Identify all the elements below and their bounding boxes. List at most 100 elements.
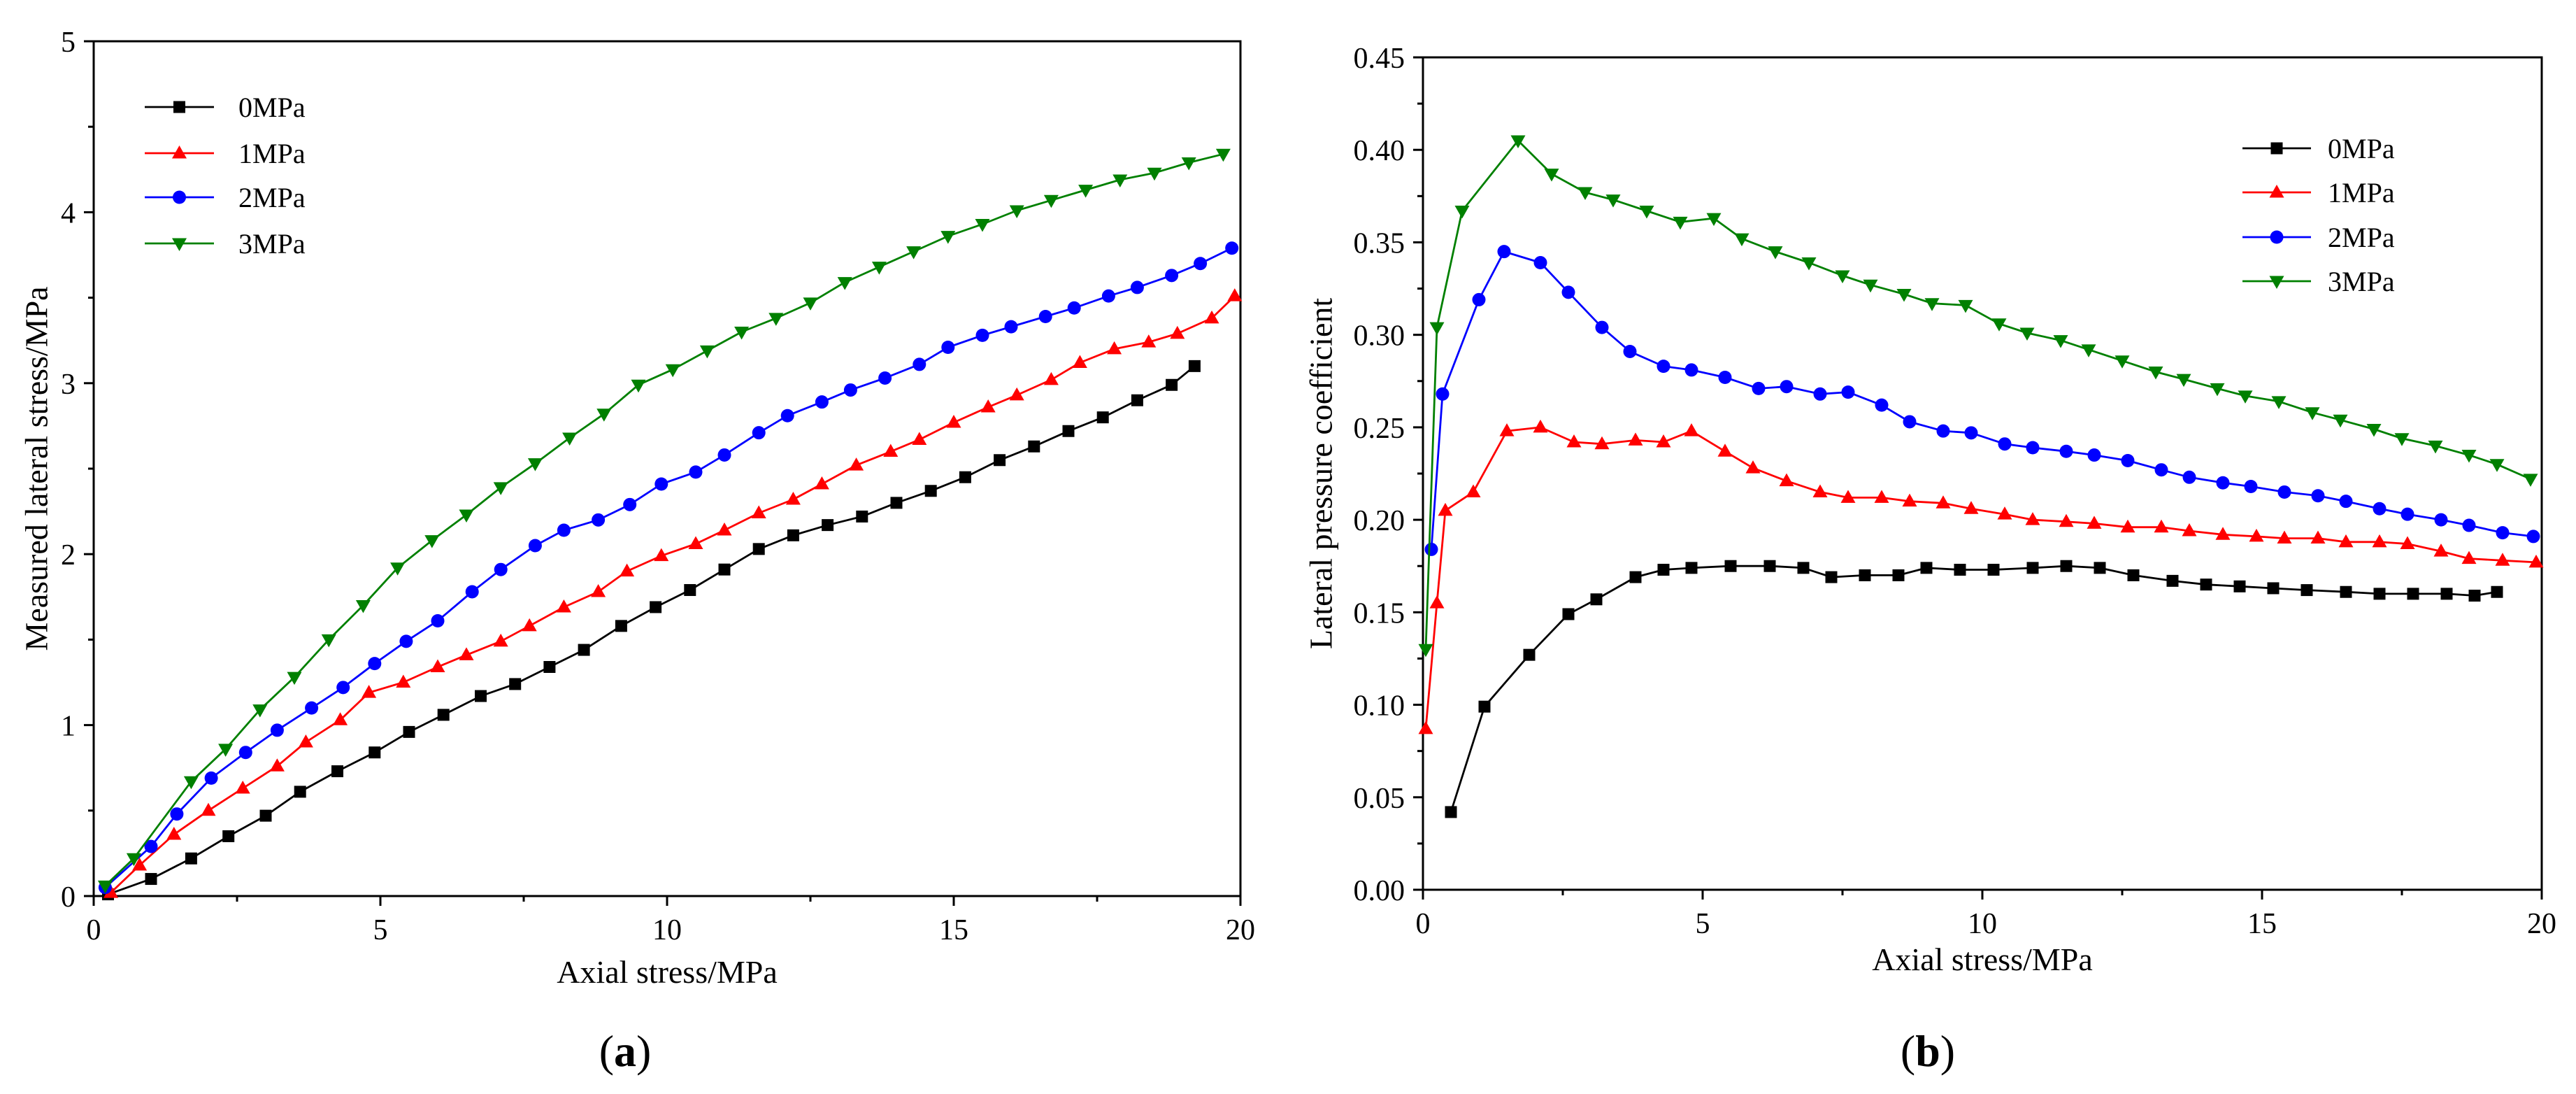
data-point-3MPa — [768, 313, 784, 326]
data-point-2MPa — [1194, 257, 1208, 271]
data-point-0MPa — [475, 690, 487, 702]
data-point-0MPa — [1954, 564, 1966, 576]
data-point-2MPa — [1841, 385, 1855, 399]
data-point-2MPa — [1561, 285, 1575, 299]
data-point-1MPa — [2338, 534, 2354, 548]
data-point-1MPa — [1963, 501, 1979, 514]
data-point-1MPa — [459, 647, 474, 660]
series-3MPa — [1418, 135, 2538, 658]
data-point-1MPa — [1717, 443, 1733, 457]
panel-label-letter: b — [1915, 1026, 1940, 1076]
data-point-2MPa — [1424, 542, 1438, 556]
data-point-2MPa — [528, 539, 542, 553]
data-point-2MPa — [2216, 476, 2230, 490]
data-point-3MPa — [2238, 390, 2253, 404]
data-point-0MPa — [2440, 588, 2453, 600]
data-point-0MPa — [259, 809, 272, 822]
data-point-1MPa — [103, 885, 119, 898]
data-point-0MPa — [2094, 562, 2106, 574]
x-tick-label: 10 — [652, 914, 682, 946]
data-point-0MPa — [509, 678, 522, 690]
data-point-3MPa — [837, 277, 852, 290]
data-point-3MPa — [2523, 474, 2538, 487]
data-point-1MPa — [1812, 484, 1828, 497]
y-tick-label: 0.05 — [1354, 783, 1405, 815]
data-point-3MPa — [1009, 205, 1024, 218]
data-point-2MPa — [941, 340, 955, 354]
data-point-1MPa — [1170, 325, 1185, 339]
data-point-3MPa — [2053, 335, 2068, 348]
data-point-2MPa — [1718, 370, 1732, 384]
series-3MPa — [97, 148, 1231, 894]
data-point-3MPa — [1896, 288, 1912, 302]
data-point-3MPa — [1605, 194, 1621, 208]
data-point-0MPa — [1685, 562, 1698, 574]
data-point-3MPa — [1991, 318, 2007, 332]
series-line-3MPa — [104, 152, 1224, 887]
data-point-0MPa — [856, 510, 868, 523]
y-tick-label: 0.10 — [1354, 690, 1405, 723]
legend-label: 2MPa — [2328, 222, 2395, 253]
data-point-1MPa — [235, 781, 250, 794]
data-point-1MPa — [751, 505, 766, 519]
data-point-2MPa — [623, 497, 637, 511]
series-1MPa — [1418, 419, 2544, 734]
data-point-2MPa — [1903, 415, 1917, 429]
data-point-3MPa — [1863, 279, 1878, 293]
x-tick-label: 0 — [1416, 908, 1431, 940]
legend-entry-1MPa: 1MPa — [145, 138, 306, 169]
data-point-1MPa — [522, 618, 537, 632]
data-point-3MPa — [1768, 246, 1783, 260]
legend-label: 1MPa — [2328, 177, 2395, 208]
data-point-2MPa — [2526, 530, 2540, 544]
data-point-0MPa — [1590, 593, 1603, 606]
legend-label: 3MPa — [2328, 266, 2395, 297]
y-tick-label: 5 — [61, 27, 76, 59]
data-point-3MPa — [1454, 205, 1470, 219]
data-point-2MPa — [1813, 387, 1827, 401]
data-point-1MPa — [132, 858, 148, 871]
legend-marker — [2270, 230, 2284, 244]
data-point-2MPa — [1875, 398, 1889, 412]
data-point-2MPa — [913, 357, 926, 371]
y-tick-label: 0.20 — [1354, 505, 1405, 537]
data-point-3MPa — [665, 364, 680, 378]
data-point-3MPa — [2333, 414, 2348, 428]
data-point-1MPa — [1874, 490, 1889, 503]
panel-a: 0 5 10 15 20 0 1 2 3 4 5 Axial stress/MPa Measured l… — [19, 27, 1256, 990]
data-point-0MPa — [294, 786, 306, 798]
data-point-0MPa — [222, 830, 235, 842]
data-point-3MPa — [321, 634, 336, 648]
legend-label: 0MPa — [2328, 133, 2395, 164]
data-point-0MPa — [2491, 585, 2503, 598]
data-point-1MPa — [430, 659, 445, 673]
data-point-3MPa — [390, 562, 406, 576]
data-point-3MPa — [126, 853, 141, 867]
y-tick-label: 0.25 — [1354, 413, 1405, 445]
y-tick-label: 3 — [61, 369, 76, 401]
series-2MPa — [98, 241, 1239, 895]
y-tick-label: 0.35 — [1354, 227, 1405, 260]
legend-marker — [2269, 185, 2284, 198]
x-axis-title: Axial stress/MPa — [557, 954, 778, 990]
data-point-0MPa — [890, 497, 903, 509]
y-tick-label: 2 — [61, 539, 76, 571]
data-point-2MPa — [2121, 453, 2135, 467]
data-point-2MPa — [238, 746, 252, 760]
data-point-1MPa — [2461, 550, 2477, 564]
data-point-0MPa — [145, 873, 157, 886]
data-point-3MPa — [1418, 644, 1433, 658]
data-point-0MPa — [787, 529, 799, 541]
legend-marker — [172, 238, 187, 251]
data-point-2MPa — [592, 513, 606, 527]
data-point-1MPa — [912, 432, 927, 445]
data-point-3MPa — [975, 219, 990, 232]
data-point-0MPa — [1825, 571, 1838, 583]
data-point-1MPa — [1779, 473, 1794, 487]
data-point-2MPa — [2277, 485, 2291, 499]
data-point-3MPa — [1429, 322, 1445, 336]
data-point-2MPa — [654, 477, 668, 491]
data-point-3MPa — [1673, 216, 1688, 230]
series-line-3MPa — [1424, 139, 2531, 650]
data-point-0MPa — [924, 485, 937, 497]
